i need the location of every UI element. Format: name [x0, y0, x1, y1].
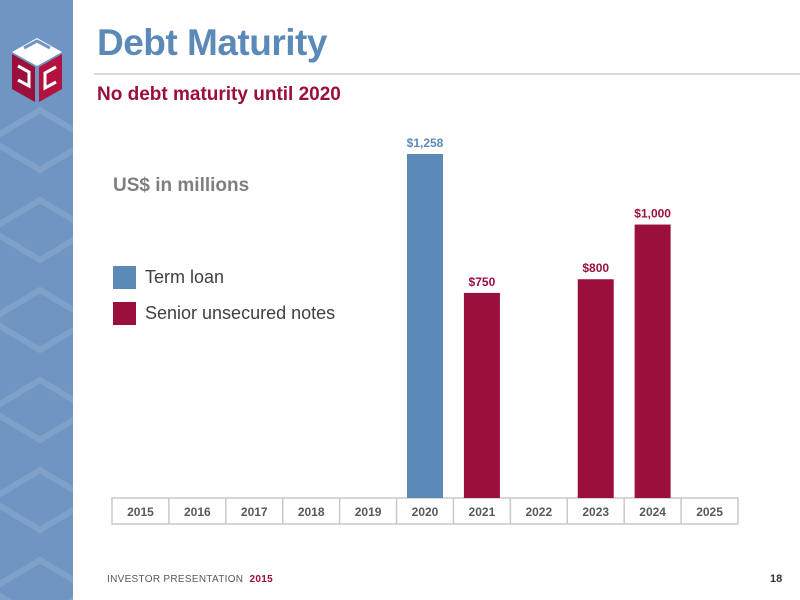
bar-term-loan-2020 [407, 154, 443, 498]
footer-year: 2015 [249, 574, 273, 585]
x-tick-label-2021: 2021 [469, 505, 496, 519]
footer-label: INVESTOR PRESENTATION 2015 [107, 574, 273, 585]
x-axis-box [111, 497, 739, 525]
unit-label: US$ in millions [113, 175, 250, 196]
x-tick-label-2020: 2020 [412, 505, 439, 519]
x-tick-label-2022: 2022 [525, 505, 552, 519]
legend-swatch-term-loan [113, 266, 136, 289]
meg-cube-logo-icon [12, 38, 62, 102]
x-tick-label-2019: 2019 [355, 505, 382, 519]
legend-label-term-loan: Term loan [145, 267, 225, 287]
page-subtitle: No debt maturity until 2020 [97, 84, 341, 105]
page-number: 18 [770, 573, 783, 585]
x-tick-label-2023: 2023 [582, 505, 609, 519]
sidebar-band [0, 0, 73, 600]
x-tick-label-2018: 2018 [298, 505, 325, 519]
bar-senior-notes-2024 [634, 224, 671, 498]
x-tick-label-2016: 2016 [184, 505, 211, 519]
data-label-2021: $750 [469, 275, 496, 289]
footer-text: INVESTOR PRESENTATION [107, 574, 244, 585]
page-title: Debt Maturity [97, 22, 327, 63]
x-tick-label-2017: 2017 [241, 505, 268, 519]
legend-label-senior-notes: Senior unsecured notes [145, 303, 336, 323]
data-label-2020: $1,258 [407, 136, 444, 150]
bar-senior-notes-2023 [577, 279, 614, 498]
bar-senior-notes-2021 [463, 292, 500, 498]
title-divider [94, 73, 800, 75]
sidebar-pattern [0, 106, 73, 600]
x-tick-label-2024: 2024 [639, 505, 666, 519]
data-label-2024: $1,000 [634, 207, 671, 221]
legend-swatch-senior-notes [113, 302, 136, 325]
x-tick-label-2025: 2025 [696, 505, 723, 519]
data-label-2023: $800 [582, 261, 609, 275]
x-tick-label-2015: 2015 [127, 505, 154, 519]
